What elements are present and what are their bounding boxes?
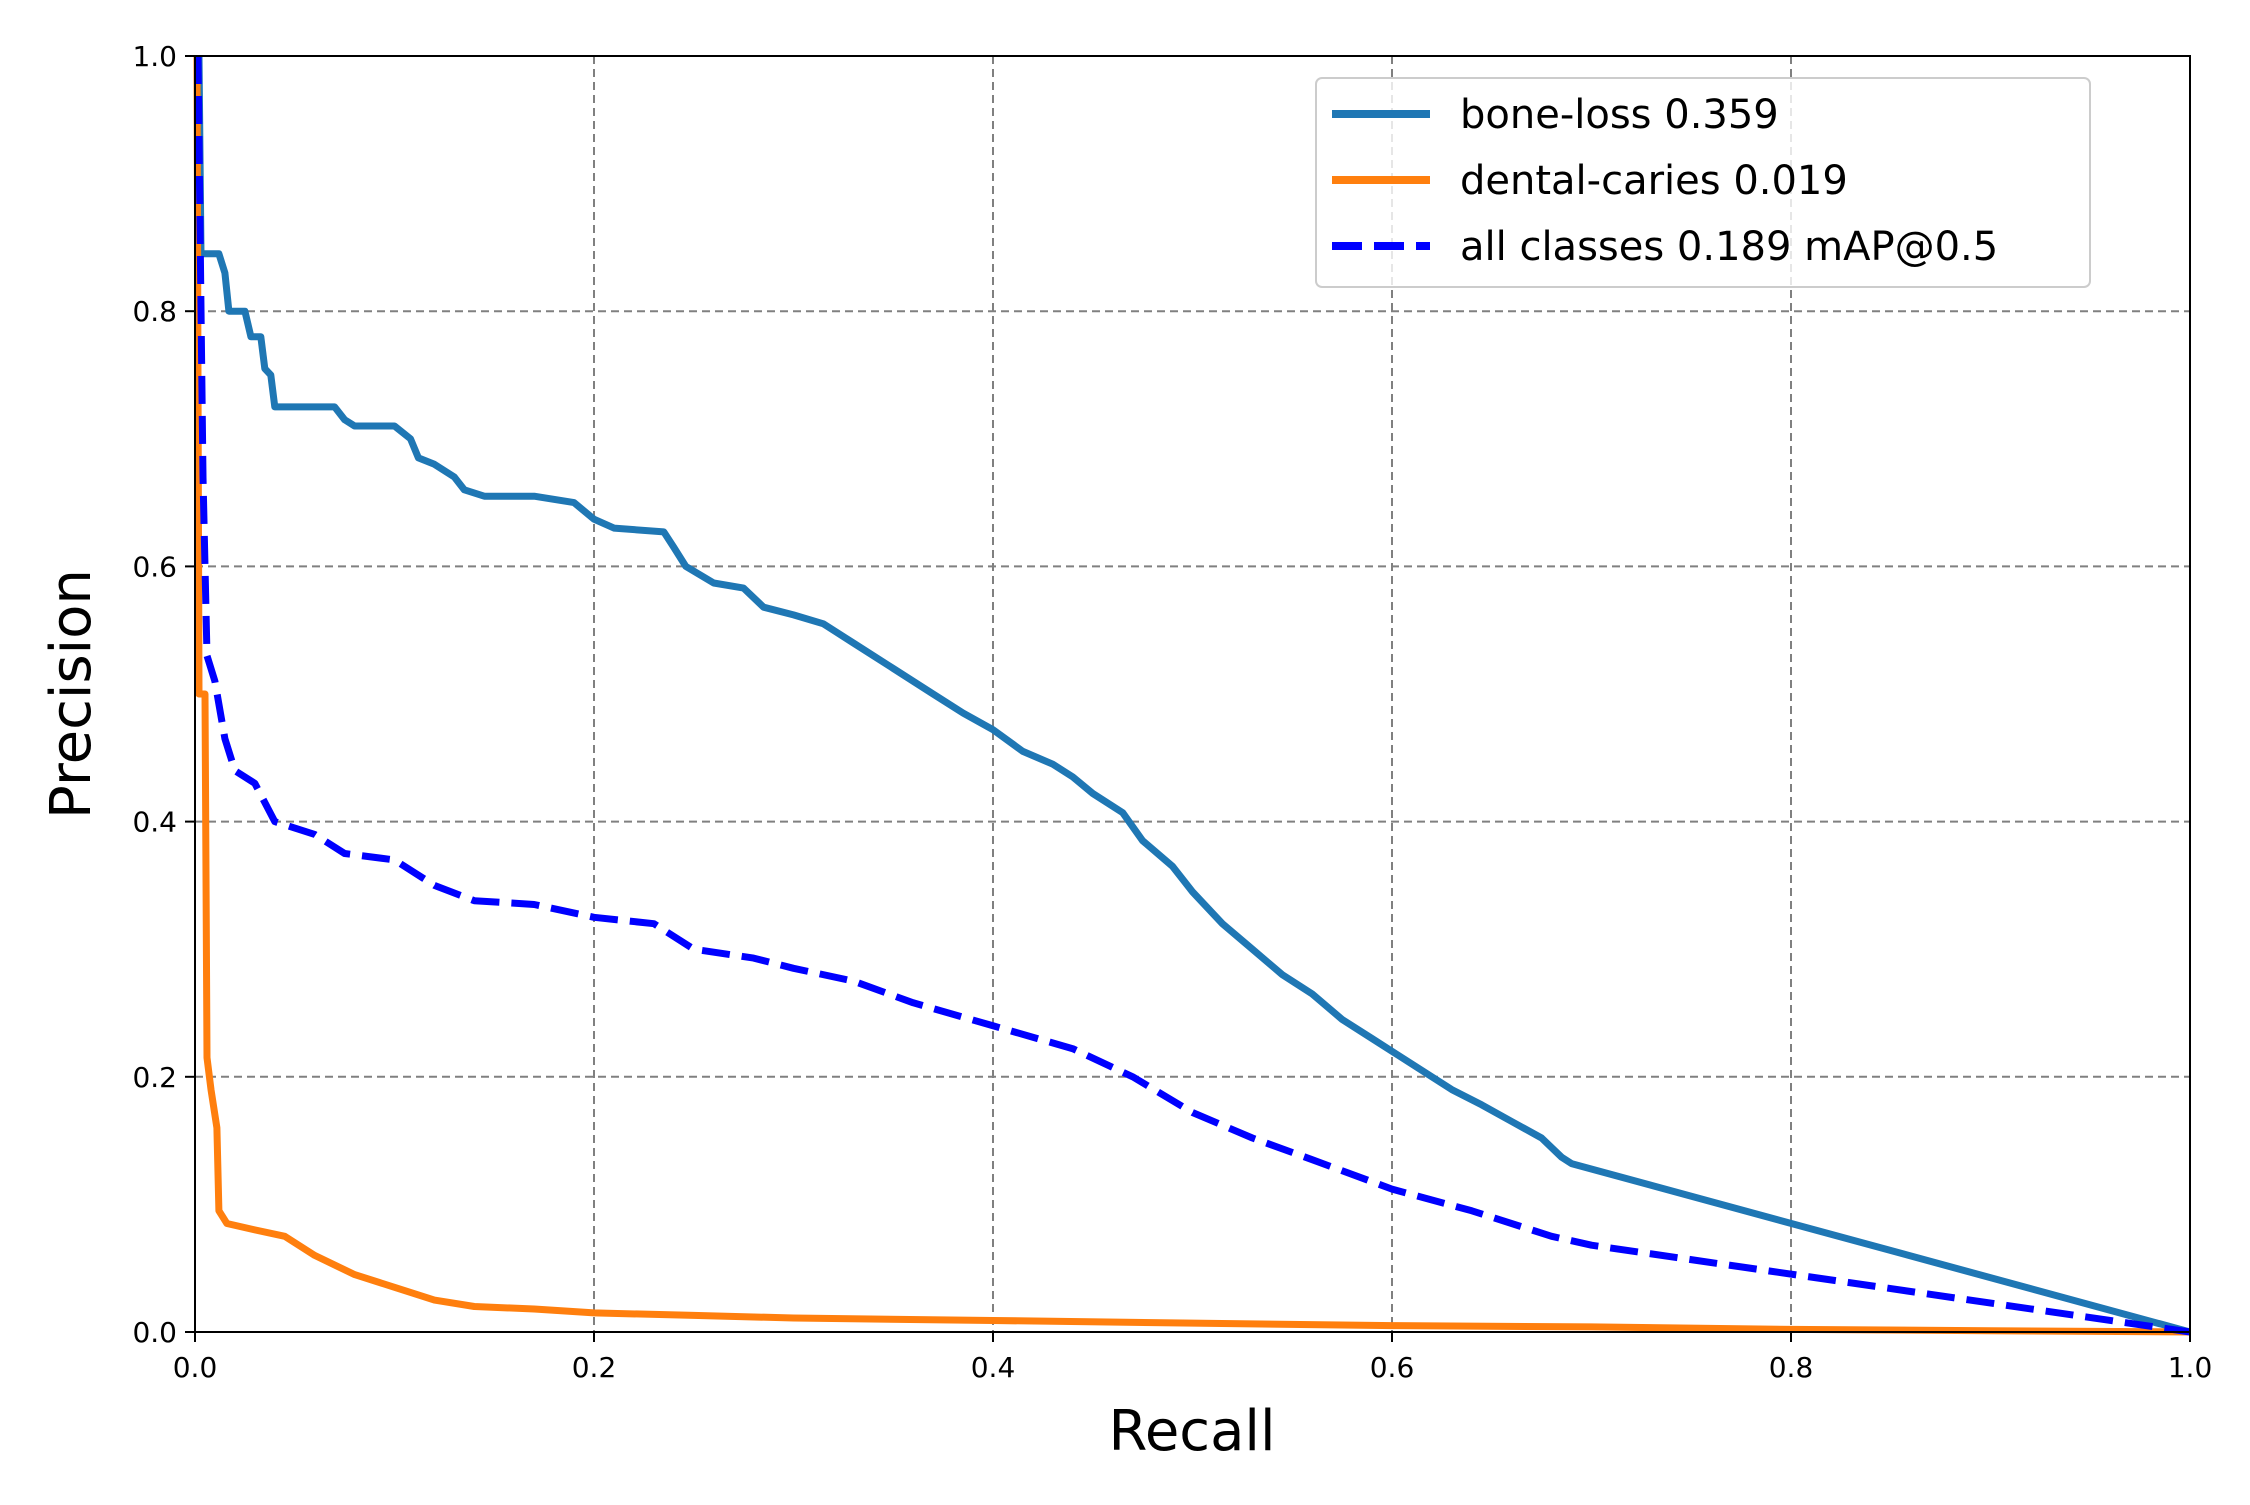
plot-frame xyxy=(194,55,2191,1333)
y-tick-label: 0.6 xyxy=(132,550,177,583)
legend-label-bone-loss: bone-loss 0.359 xyxy=(1460,92,1779,138)
series-line-0 xyxy=(195,55,2191,1336)
x-tick-label: 0.0 xyxy=(173,1351,218,1384)
legend-label-all-classes: all classes 0.189 mAP@0.5 xyxy=(1460,224,1998,270)
series-layer xyxy=(193,55,2191,1336)
legend-box xyxy=(1315,77,2091,288)
x-tick-label: 0.4 xyxy=(971,1351,1016,1384)
x-tick-label: 0.8 xyxy=(1769,1351,1814,1384)
y-tick-label: 0.8 xyxy=(132,295,177,328)
tick-layer: 0.0 0.2 0.4 0.6 0.8 1.0 0.0 0.2 0.4 0.6 0.8 1.0 xyxy=(132,40,2212,1384)
x-tick-label: 1.0 xyxy=(2168,1351,2213,1384)
series-line-2 xyxy=(194,55,2191,1336)
x-tick-label: 0.6 xyxy=(1370,1351,1415,1384)
x-axis-label: Recall xyxy=(1108,1399,1275,1464)
x-tick-label: 0.2 xyxy=(572,1351,617,1384)
legend: bone-loss 0.359 dental-caries 0.019 all … xyxy=(1315,77,2091,288)
y-tick-label: 1.0 xyxy=(132,40,177,73)
y-tick-label: 0.4 xyxy=(132,806,177,839)
y-tick-label: 0.0 xyxy=(132,1316,177,1349)
series-line-1 xyxy=(193,55,2191,1336)
y-axis-label: Precision xyxy=(39,569,104,819)
y-tick-label: 0.2 xyxy=(132,1061,177,1094)
legend-label-dental-caries: dental-caries 0.019 xyxy=(1460,158,1848,204)
